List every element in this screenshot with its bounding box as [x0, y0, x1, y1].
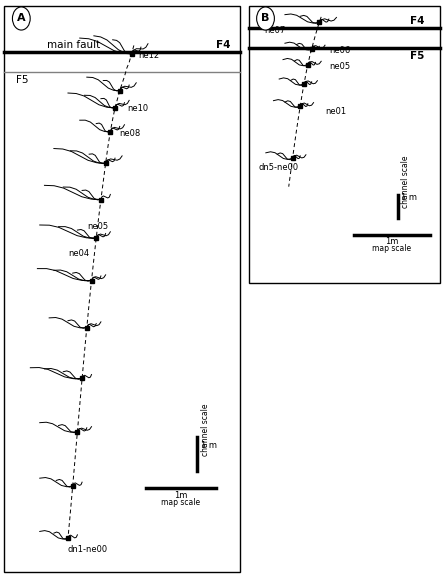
Text: F4: F4	[410, 16, 424, 26]
Text: ne04: ne04	[68, 249, 89, 258]
Bar	[249, 6, 440, 283]
Text: 1 m: 1 m	[201, 441, 217, 450]
Text: F5: F5	[16, 75, 29, 85]
Text: ne12: ne12	[139, 51, 160, 60]
Text: B: B	[262, 13, 270, 24]
Text: A: A	[17, 13, 26, 24]
Text: ne10: ne10	[127, 105, 148, 113]
Text: 1m: 1m	[385, 237, 399, 246]
Text: F4: F4	[216, 40, 230, 50]
Text: ne01: ne01	[325, 107, 346, 116]
Text: channel scale: channel scale	[400, 155, 410, 208]
Text: dn1-ne00: dn1-ne00	[68, 545, 108, 554]
Text: ne06: ne06	[329, 46, 350, 55]
Text: ne07: ne07	[264, 25, 285, 35]
Text: 1 m: 1 m	[400, 193, 416, 202]
Circle shape	[257, 7, 274, 30]
Circle shape	[12, 7, 30, 30]
Text: map scale: map scale	[161, 498, 201, 507]
Text: dn5-ne00: dn5-ne00	[258, 163, 298, 172]
Text: 1m: 1m	[174, 491, 188, 500]
Text: ne05: ne05	[329, 62, 350, 71]
Text: ne08: ne08	[120, 129, 141, 138]
Text: ne05: ne05	[87, 222, 108, 231]
Text: F5: F5	[410, 51, 424, 61]
Bar	[4, 6, 240, 572]
Text: main fault: main fault	[47, 40, 100, 50]
Text: map scale: map scale	[372, 244, 412, 253]
Text: channel scale: channel scale	[201, 403, 210, 455]
